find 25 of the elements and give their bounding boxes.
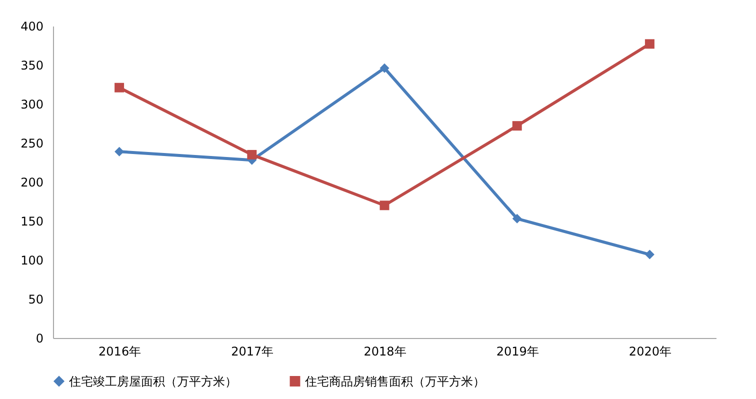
y-tick-label: 200 <box>20 176 44 190</box>
y-tick-label: 400 <box>20 20 44 34</box>
legend-label: 住宅商品房销售面积（万平方米） <box>304 374 485 388</box>
point <box>380 63 390 73</box>
y-tick-label: 350 <box>20 58 44 72</box>
x-tick-label: 2020年 <box>628 344 672 358</box>
y-tick-label: 150 <box>20 214 44 228</box>
y-tick-label: 50 <box>28 292 44 306</box>
point <box>512 121 522 131</box>
point <box>644 250 654 260</box>
y-tick-label: 100 <box>20 254 44 268</box>
x-tick-label: 2016年 <box>98 344 142 358</box>
point <box>114 146 124 156</box>
point <box>644 39 654 49</box>
point <box>247 150 257 160</box>
y-tick-label: 0 <box>36 332 44 346</box>
point <box>380 200 390 210</box>
legend-label: 住宅竣工房屋面积（万平方米） <box>68 374 237 388</box>
y-tick-label: 250 <box>20 136 44 150</box>
x-tick-label: 2018年 <box>364 344 406 358</box>
point <box>512 214 522 224</box>
x-tick-label: 2017年 <box>231 344 274 358</box>
x-tick-label: 2019年 <box>496 344 539 358</box>
point <box>114 82 124 92</box>
y-tick-label: 300 <box>20 98 44 112</box>
